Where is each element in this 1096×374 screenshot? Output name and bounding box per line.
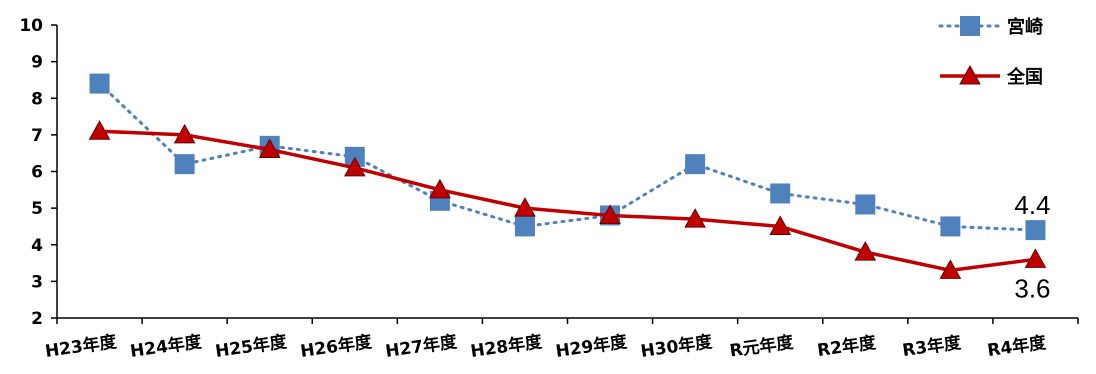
series-line [99, 129, 1036, 273]
data-point [88, 120, 111, 140]
data-point [855, 194, 876, 215]
x-tick-label: R4年度 [986, 332, 1048, 361]
data-point [89, 73, 110, 94]
series-宮崎 [89, 73, 1046, 241]
x-tick-label: H30年度 [639, 331, 714, 362]
legend-label: 全国 [1006, 66, 1043, 88]
x-tick-label: H24年度 [129, 331, 204, 362]
data-point [940, 216, 961, 237]
x-tick-label: R3年度 [901, 332, 963, 361]
x-tick-label: H25年度 [214, 331, 289, 362]
y-tick-label: 9 [31, 53, 43, 73]
data-point [1024, 248, 1047, 268]
data-point [514, 197, 536, 217]
data-point [684, 208, 706, 228]
series-全国 [88, 120, 1047, 279]
data-label: 4.4 [1014, 190, 1050, 220]
data-point [1025, 220, 1046, 241]
legend-label: 宮崎 [1007, 16, 1043, 38]
data-point [769, 215, 792, 235]
series-line [98, 82, 1037, 232]
x-tick-label: R2年度 [816, 332, 878, 361]
series-layer [88, 73, 1047, 279]
y-tick-label: 6 [31, 163, 43, 183]
y-tick-label: 4 [31, 236, 43, 256]
data-point [173, 123, 196, 144]
y-tick-label: 5 [31, 199, 43, 219]
y-tick-label: 2 [31, 309, 43, 329]
y-tick-label: 10 [19, 16, 43, 36]
legend-swatch-marker [960, 16, 980, 36]
y-tick-label: 3 [31, 272, 43, 292]
data-point [939, 259, 962, 279]
x-tick-label: R元年度 [728, 332, 795, 362]
data-point [599, 204, 621, 224]
data-point [258, 138, 281, 159]
data-point [514, 216, 535, 237]
legend-item: 宮崎 [938, 16, 1043, 38]
legend-item: 全国 [940, 64, 1043, 88]
x-tick-label: H26年度 [299, 331, 374, 362]
x-tick-label: H29年度 [554, 331, 629, 362]
data-point [685, 154, 706, 175]
y-tick-label: 7 [31, 126, 43, 146]
legend-swatch-marker [959, 64, 981, 85]
x-tick-label: H23年度 [44, 331, 119, 362]
x-tick-label: H27年度 [384, 331, 459, 362]
data-point [174, 154, 195, 175]
data-point [429, 178, 451, 199]
y-tick-label: 8 [31, 89, 43, 109]
data-point [854, 241, 877, 261]
annotation-layer: 4.4 3.6 [1014, 190, 1050, 303]
data-label: 3.6 [1014, 273, 1050, 303]
data-point [770, 183, 791, 204]
data-point [343, 156, 366, 177]
x-tick-label: H28年度 [469, 331, 544, 362]
axes: 2 3 4 5 6 7 8 9 10 H23年度 H24年度 H25年度 H26年度 H27年度 H28年度… [19, 16, 1079, 362]
